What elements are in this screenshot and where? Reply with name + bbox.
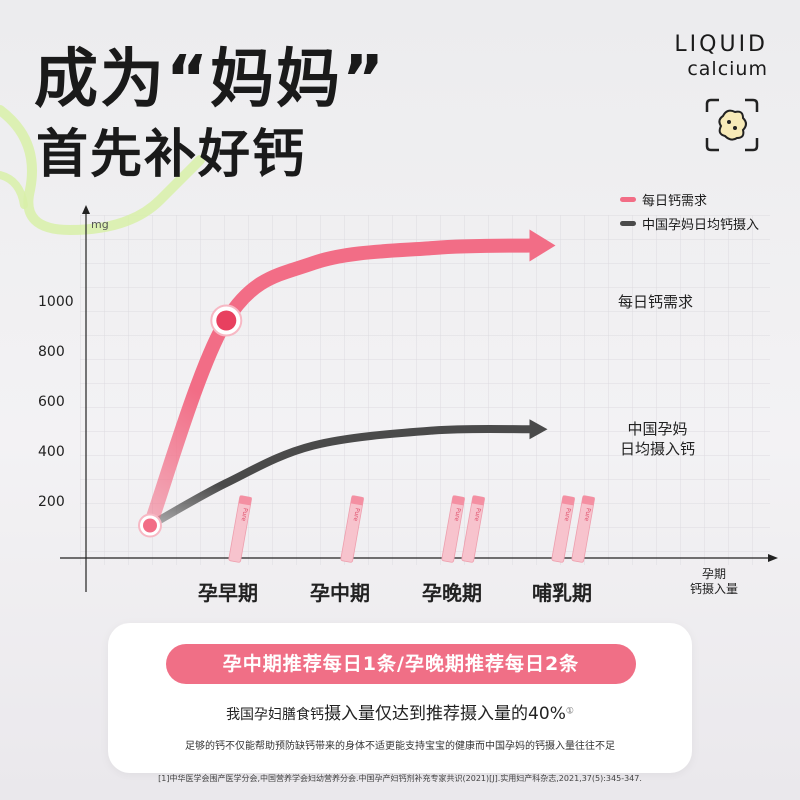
calcium-molecule-icon <box>705 98 759 152</box>
x-axis-arrow <box>768 554 778 562</box>
calcium-stick-pack: Pure <box>571 495 595 563</box>
stick-body <box>228 495 252 563</box>
claim-big: 摄入量仅达到推荐摄入量的40% <box>324 704 566 724</box>
stick-body <box>461 495 485 563</box>
stick-cap <box>581 495 595 506</box>
y-tick-label: 800 <box>38 344 65 360</box>
series-label-intake-line2: 日均摄入钙 <box>620 440 696 458</box>
highlight-marker-dot <box>216 310 237 331</box>
stick-body <box>551 495 575 563</box>
series-arrowhead <box>529 229 556 262</box>
decorative-swirl <box>0 105 205 236</box>
legend-swatch-pink <box>620 196 636 202</box>
calcium-stick-pack: Pure <box>551 495 575 563</box>
calcium-stick-pack: Pure <box>441 495 465 563</box>
stick-brand-text: Pure <box>473 507 482 522</box>
brand-name-line2: calcium <box>687 58 768 80</box>
x-axis-label-line1: 孕期 <box>702 567 727 581</box>
reference-text: [1]中华医学会围产医学分会,中国营养学会妇幼营养分会.中国孕产妇钙剂补充专家共… <box>158 774 642 783</box>
stick-body <box>340 495 364 563</box>
series-arrowhead <box>529 419 548 440</box>
claim-text: 我国孕妇膳食钙摄入量仅达到推荐摄入量的40%① <box>0 699 800 724</box>
y-tick-label: 600 <box>38 394 65 410</box>
stick-brand-text: Pure <box>352 507 361 522</box>
stick-brand-text: Pure <box>583 507 592 522</box>
claim-small: 我国孕妇膳食钙 <box>226 707 325 723</box>
chart-plot: Pure Pure Pure Pure Pure Pure <box>60 205 778 592</box>
series-line <box>143 238 539 533</box>
note-text: 足够的钙不仅能帮助预防缺钙带来的身体不适更能支持宝宝的健康而中国孕妈的钙摄入量往… <box>185 741 615 752</box>
headline-line1: 成为“妈妈” <box>34 43 387 117</box>
stick-body <box>571 495 595 563</box>
stick-brand-text: Pure <box>453 507 462 522</box>
start-point-dot <box>143 518 157 533</box>
y-axis-unit: mg <box>91 218 109 231</box>
legend-swatch-gray <box>620 220 636 226</box>
brand-name-line1: LIQUID <box>674 32 768 57</box>
stick-cap <box>561 495 575 506</box>
y-tick-label: 400 <box>38 444 65 460</box>
y-tick-label: 1000 <box>38 294 74 310</box>
legend-label: 每日钙需求 <box>642 193 708 209</box>
series-label-intake-line1: 中国孕妈 <box>627 420 688 438</box>
calcium-stick-pack: Pure <box>461 495 485 563</box>
stick-cap <box>350 495 364 506</box>
x-axis-label-line2: 钙摄入量 <box>690 582 739 596</box>
stick-body <box>441 495 465 563</box>
y-tick-label: 200 <box>38 494 65 510</box>
chart-legend: 每日钙需求 中国孕妈日均钙摄入 <box>620 187 759 235</box>
stick-brand-text: Pure <box>240 507 249 522</box>
x-category-label: 孕中期 <box>310 581 370 605</box>
headline-line2: 首先补好钙 <box>36 125 307 185</box>
calcium-stick-pack: Pure <box>340 495 364 563</box>
y-axis-arrow <box>82 205 90 214</box>
x-category-label: 哺乳期 <box>532 581 592 605</box>
claim-footnote-mark: ① <box>565 706 574 717</box>
series-line <box>146 424 536 530</box>
legend-label: 中国孕妈日均钙摄入 <box>642 217 760 233</box>
x-axis-label: 孕期 钙摄入量 <box>690 567 738 597</box>
stick-brand-text: Pure <box>563 507 572 522</box>
series-label-demand: 每日钙需求 <box>618 293 694 311</box>
legend-item: 每日钙需求 <box>620 187 759 211</box>
x-category-label: 孕晚期 <box>422 581 482 605</box>
series-label-intake: 中国孕妈 日均摄入钙 <box>620 419 695 459</box>
stick-cap <box>238 495 252 506</box>
stick-cap <box>451 495 465 506</box>
stick-cap <box>471 495 485 506</box>
recommendation-banner: 孕中期推荐每日1条/孕晚期推荐每日2条 <box>166 644 636 684</box>
calcium-stick-pack: Pure <box>228 495 252 563</box>
x-category-label: 孕早期 <box>198 581 258 605</box>
legend-item: 中国孕妈日均钙摄入 <box>620 211 759 235</box>
